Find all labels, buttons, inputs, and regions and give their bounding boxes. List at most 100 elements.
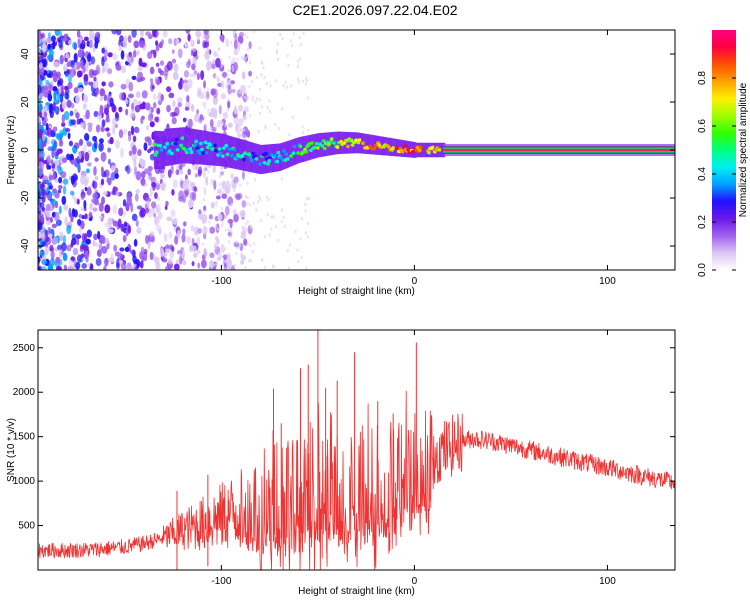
noise-blob (236, 90, 239, 94)
noise-blob (229, 235, 232, 239)
ridge-band (200, 130, 203, 165)
noise-blob (160, 172, 165, 179)
noise-blob (94, 175, 99, 181)
noise-blob (280, 177, 283, 181)
noise-blob (99, 88, 106, 97)
noise-blob (219, 191, 222, 195)
noise-blob (131, 145, 137, 155)
noise-blob (109, 97, 114, 107)
noise-blob (251, 98, 254, 102)
noise-blob (187, 168, 191, 176)
ridge-band (166, 128, 169, 166)
noise-blob (253, 178, 256, 182)
noise-blob (251, 95, 254, 99)
noise-blob (80, 59, 84, 70)
ridge-band (295, 138, 298, 165)
noise-blob (183, 83, 190, 92)
noise-blob (124, 246, 130, 253)
noise-blob (116, 190, 120, 197)
ridge-band (223, 134, 226, 167)
noise-blob (95, 257, 102, 267)
noise-blob (61, 122, 66, 127)
noise-blob (111, 53, 118, 61)
noise-blob (133, 40, 140, 49)
noise-blob (203, 41, 209, 49)
noise-blob (217, 213, 223, 222)
ridge-band (220, 133, 223, 167)
noise-blob (120, 223, 125, 232)
noise-blob (206, 97, 209, 101)
noise-blob (282, 215, 285, 219)
noise-blob (136, 49, 140, 56)
noise-blob (61, 195, 67, 206)
noise-blob (100, 151, 107, 162)
noise-blob (154, 116, 159, 123)
noise-blob (58, 205, 62, 215)
noise-blob (114, 251, 120, 257)
noise-blob (41, 188, 46, 197)
noise-blob (279, 33, 282, 37)
noise-blob (249, 243, 252, 247)
noise-blob (133, 158, 137, 167)
ridge-band (422, 142, 425, 158)
ridge-band (371, 134, 374, 155)
ridge-band (369, 134, 372, 155)
noise-blob (41, 43, 47, 53)
noise-blob (119, 247, 125, 252)
noise-blob (110, 171, 116, 181)
noise-blob (60, 242, 67, 252)
ridge-band (225, 134, 228, 168)
noise-blob (276, 42, 279, 46)
noise-blob (176, 250, 183, 255)
noise-blob (139, 260, 144, 269)
noise-blob (121, 262, 127, 270)
noise-blob (151, 182, 157, 188)
noise-blob (257, 130, 260, 134)
noise-blob (307, 221, 310, 225)
noise-blob (112, 186, 117, 196)
noise-blob (66, 244, 72, 252)
noise-blob (253, 242, 256, 246)
noise-blob (281, 37, 284, 41)
noise-blob (146, 136, 152, 142)
noise-blob (255, 97, 258, 101)
noise-blob (221, 263, 224, 267)
noise-blob (63, 264, 68, 270)
noise-blob (196, 249, 201, 254)
noise-blob (38, 110, 42, 118)
noise-blob (104, 257, 109, 267)
noise-blob (261, 258, 264, 262)
noise-blob (64, 92, 69, 100)
noise-blob (47, 226, 51, 234)
noise-blob (219, 190, 222, 194)
noise-blob (147, 210, 153, 218)
ridge-band (175, 127, 178, 165)
noise-blob (288, 133, 291, 137)
noise-blob (258, 195, 261, 199)
noise-blob (138, 103, 145, 110)
noise-blob (149, 251, 154, 261)
noise-blob (216, 195, 221, 200)
noise-blob (305, 231, 308, 235)
ridge-band (227, 135, 230, 168)
noise-blob (205, 126, 208, 130)
noise-blob (113, 244, 118, 252)
noise-blob (149, 121, 155, 128)
noise-blob (162, 69, 169, 77)
y-tick-label: 2500 (13, 343, 36, 354)
noise-blob (237, 212, 240, 216)
ridge-band (156, 130, 159, 170)
noise-blob (74, 174, 79, 181)
noise-blob (69, 68, 75, 78)
ridge-band (172, 128, 175, 165)
noise-blob (302, 31, 305, 35)
noise-blob (191, 261, 195, 267)
noise-blob (217, 252, 223, 261)
noise-blob (152, 93, 157, 101)
noise-blob (94, 139, 98, 149)
noise-blob (47, 164, 52, 170)
ridge-band (335, 131, 338, 155)
noise-blob (282, 84, 285, 88)
noise-blob (75, 112, 80, 119)
ridge-band (182, 127, 185, 164)
